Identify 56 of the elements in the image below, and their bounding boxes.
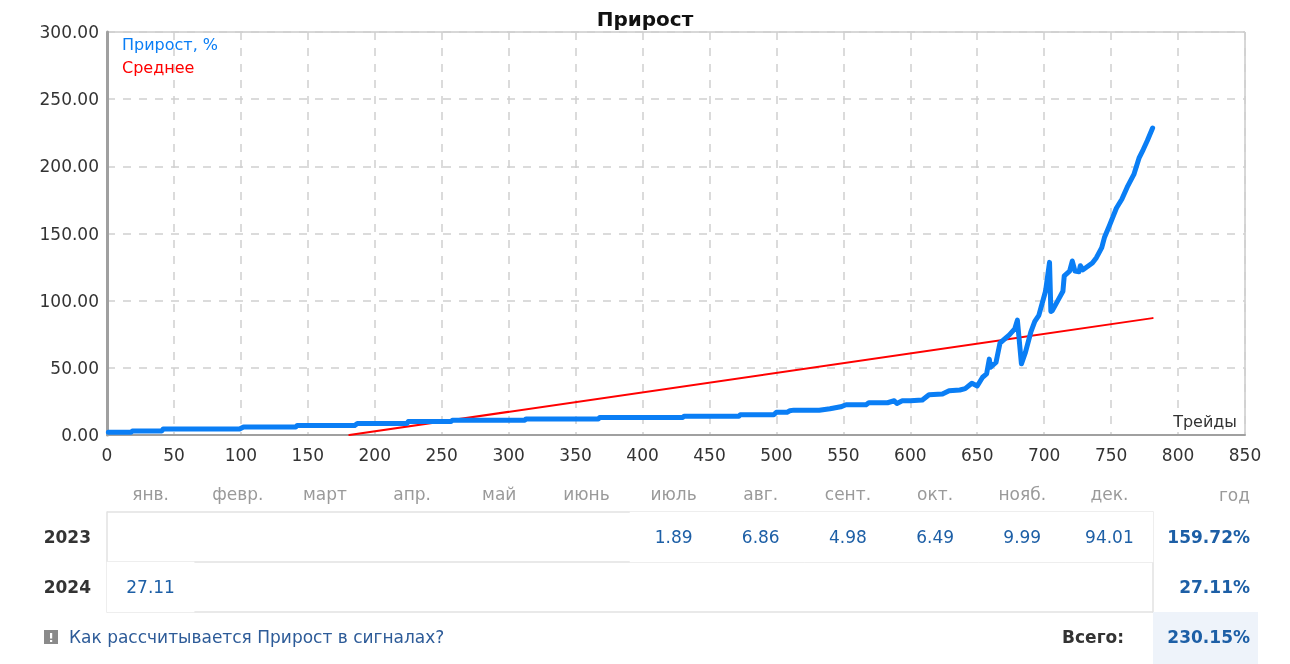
x-tick-label: 250	[425, 444, 458, 465]
text: 230.15%	[1167, 627, 1250, 647]
y-tick-label: 2024	[43, 577, 92, 597]
data-label: 6.86	[741, 527, 780, 547]
text: год	[1218, 485, 1250, 505]
x-tick-label: янв.	[132, 483, 169, 504]
x-tick-label: 850	[1228, 444, 1262, 465]
x-tick-label: 450	[693, 444, 726, 465]
x-tick-label: май	[482, 483, 517, 504]
x-tick-label: 400	[626, 444, 659, 465]
x-tick-label: 600	[894, 444, 927, 465]
chart-title: Прирост	[596, 7, 694, 31]
x-tick-label: авг.	[743, 483, 779, 504]
x-tick-label: 550	[827, 444, 860, 465]
x-tick-label: 650	[961, 444, 994, 465]
data-label: 6.49	[916, 527, 955, 547]
text: Всего:	[1062, 627, 1124, 647]
x-tick-label: 0	[101, 444, 113, 465]
x-tick-label: 200	[358, 444, 391, 465]
x-tick-label: 500	[760, 444, 793, 465]
x-axis-title: Трейды	[1172, 411, 1237, 431]
x-tick-label: 800	[1161, 444, 1195, 465]
y-tick-label: 250.00	[39, 89, 99, 110]
x-tick-label: 300	[492, 444, 525, 465]
data-label: 27.11	[126, 577, 175, 597]
y-tick-label: 100.00	[39, 290, 99, 311]
x-tick-label: сент.	[824, 483, 872, 504]
x-tick-label: дек.	[1090, 483, 1129, 504]
x-tick-label: 350	[559, 444, 592, 465]
y-tick-label: 200.00	[39, 156, 99, 177]
y-tick-label: 150.00	[39, 223, 99, 244]
x-tick-label: февр.	[212, 483, 264, 504]
x-tick-label: нояб.	[998, 483, 1047, 504]
x-tick-label: 700	[1027, 444, 1061, 465]
y2-tick-label: 159.72%	[1167, 527, 1250, 547]
text: Среднее	[122, 57, 195, 77]
y-tick-label: 2023	[43, 527, 91, 547]
x-tick-label: март	[302, 483, 347, 504]
x-tick-label: 50	[163, 444, 185, 465]
text: Как рассчитывается Прирост в сигналах?	[69, 627, 445, 647]
data-label: 94.01	[1085, 527, 1134, 547]
x-tick-label: окт.	[917, 483, 954, 504]
x-tick-label: 150	[291, 444, 325, 465]
x-tick-label: апр.	[393, 483, 431, 504]
text: Прирост, %	[122, 34, 219, 54]
x-tick-label: 100	[224, 444, 258, 465]
x-tick-label: июнь	[563, 483, 610, 504]
y2-tick-label: 27.11%	[1179, 577, 1250, 597]
data-label: 4.98	[828, 527, 867, 547]
data-label: 1.89	[654, 527, 693, 547]
data-label: 9.99	[1003, 527, 1042, 547]
y-tick-label: 300.00	[39, 22, 99, 42]
y-tick-label: 50.00	[50, 357, 99, 378]
x-tick-label: 750	[1094, 444, 1128, 465]
y-tick-label: 0.00	[61, 425, 99, 445]
x-tick-label: июль	[650, 483, 697, 504]
